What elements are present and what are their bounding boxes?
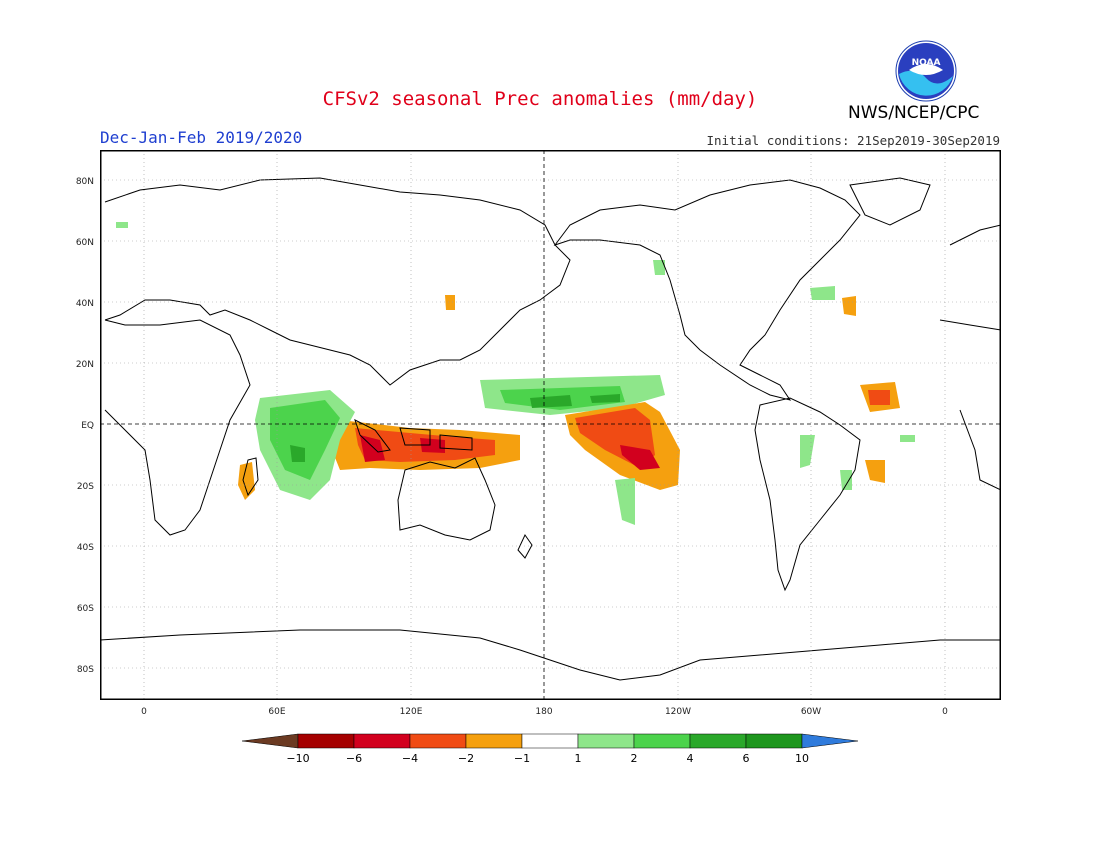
precipitation-anomaly-map	[100, 150, 1001, 700]
colorbar-label: 10	[795, 752, 809, 765]
lat-tick-label: EQ	[81, 421, 94, 431]
lon-tick-label: 120E	[400, 707, 423, 717]
map-frame	[100, 150, 1001, 700]
lon-tick-label: 180	[535, 707, 552, 717]
colorbar-segment	[353, 733, 411, 749]
agency-label: NWS/NCEP/CPC	[848, 103, 980, 123]
colorbar: −10 −6 −4 −2 −1 1 2 4 6 10	[241, 733, 859, 765]
lon-tick-label: 120W	[665, 707, 691, 717]
noaa-logo: NOAA	[895, 40, 957, 102]
colorbar-segment	[297, 733, 355, 749]
colorbar-segment	[745, 733, 803, 749]
latitude-axis: 80N 60N 40N 20N EQ 20S 40S 60S 80S	[76, 177, 94, 675]
initial-conditions-label: Initial conditions: 21Sep2019-30Sep2019	[706, 133, 1001, 148]
lon-tick-label: 0	[141, 707, 147, 717]
colorbar-segment	[689, 733, 747, 749]
colorbar-label: 6	[743, 752, 750, 765]
colorbar-label: −10	[286, 752, 309, 765]
lat-tick-label: 20N	[76, 360, 94, 370]
colorbar-segment	[521, 733, 579, 749]
colorbar-label: −6	[346, 752, 362, 765]
colorbar-label: −1	[514, 752, 530, 765]
lat-tick-label: 40S	[77, 543, 94, 553]
colorbar-arrow-high	[801, 733, 859, 749]
longitude-axis: 0 60E 120E 180 120W 60W 0	[141, 707, 948, 717]
lat-tick-label: 60N	[76, 238, 94, 248]
lat-tick-label: 40N	[76, 299, 94, 309]
colorbar-segment	[409, 733, 467, 749]
lat-tick-label: 80S	[77, 665, 94, 675]
colorbar-label: 4	[687, 752, 694, 765]
colorbar-label: 2	[631, 752, 638, 765]
lon-tick-label: 60W	[801, 707, 821, 717]
colorbar-segment	[633, 733, 691, 749]
lat-tick-label: 20S	[77, 482, 94, 492]
season-label: Dec-Jan-Feb 2019/2020	[100, 128, 303, 147]
lat-tick-label: 60S	[77, 604, 94, 614]
colorbar-segment	[465, 733, 523, 749]
coastlines	[100, 177, 1001, 681]
lon-tick-label: 0	[942, 707, 948, 717]
lon-tick-label: 60E	[268, 707, 285, 717]
colorbar-label: −4	[402, 752, 418, 765]
lat-tick-label: 80N	[76, 177, 94, 187]
colorbar-label: 1	[575, 752, 582, 765]
colorbar-segment	[577, 733, 635, 749]
logo-text: NOAA	[912, 58, 941, 68]
colorbar-arrow-low	[241, 733, 299, 749]
map-title: CFSv2 seasonal Prec anomalies (mm/day)	[322, 88, 758, 110]
colorbar-label: −2	[458, 752, 474, 765]
